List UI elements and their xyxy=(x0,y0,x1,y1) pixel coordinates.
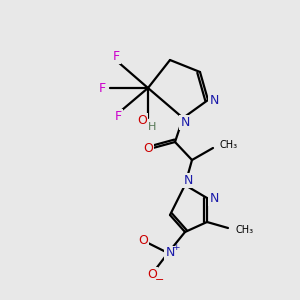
Text: N: N xyxy=(180,116,190,128)
Text: N: N xyxy=(183,173,193,187)
Text: CH₃: CH₃ xyxy=(236,225,254,235)
Text: F: F xyxy=(98,82,106,94)
Text: O: O xyxy=(138,235,148,248)
Text: O: O xyxy=(137,113,147,127)
Text: −: − xyxy=(155,275,165,285)
Text: O: O xyxy=(147,268,157,281)
Text: CH₃: CH₃ xyxy=(219,140,237,150)
Text: N: N xyxy=(209,191,219,205)
Text: H: H xyxy=(148,122,156,132)
Text: N: N xyxy=(209,94,219,106)
Text: F: F xyxy=(114,110,122,122)
Text: +: + xyxy=(172,244,180,253)
Text: N: N xyxy=(165,247,175,260)
Text: O: O xyxy=(143,142,153,155)
Text: F: F xyxy=(112,50,120,62)
